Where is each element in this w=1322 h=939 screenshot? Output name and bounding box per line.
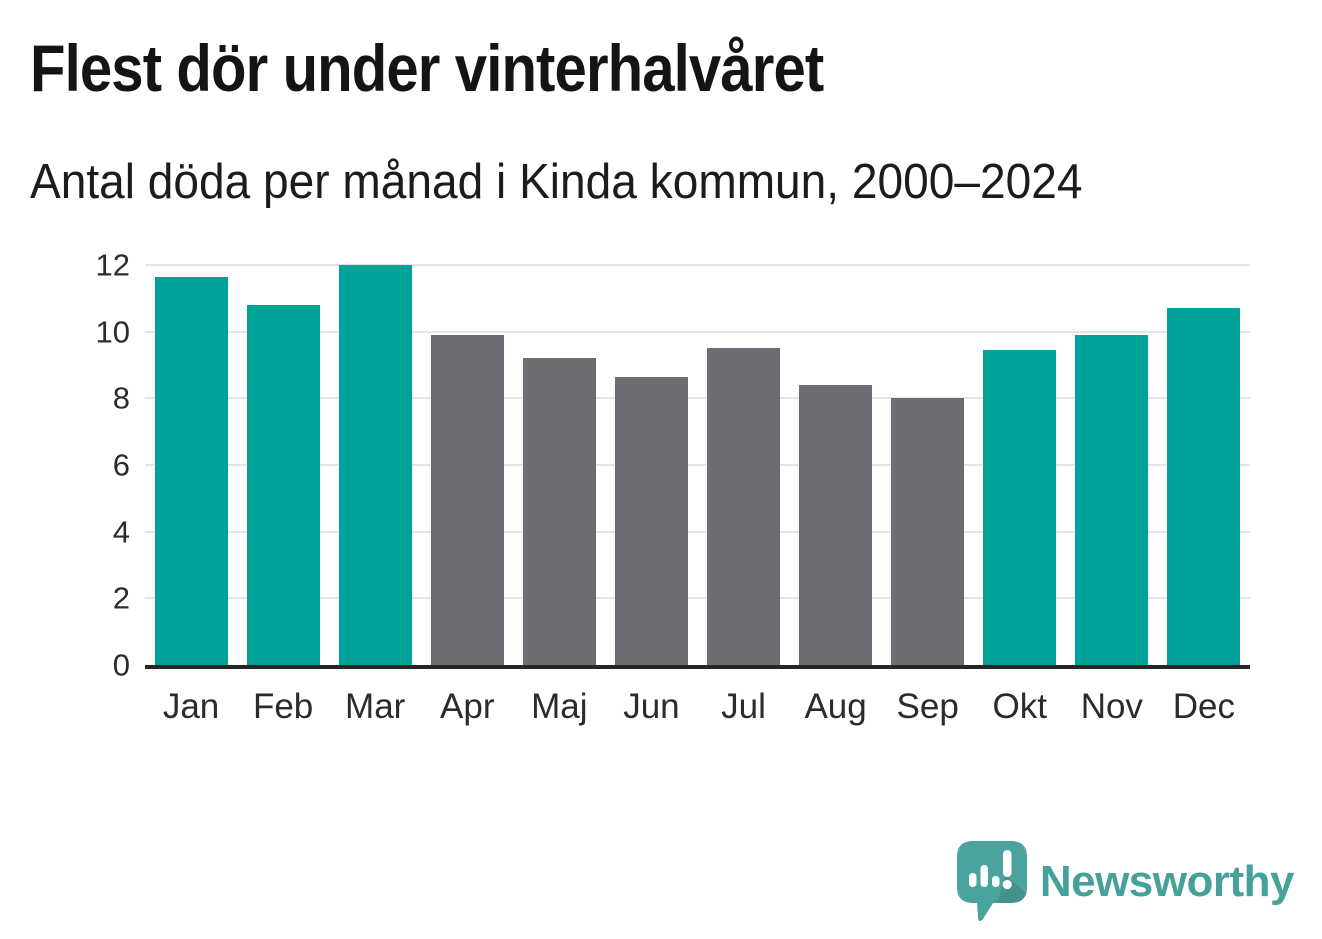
chart-title: Flest dör under vinterhalvåret [30, 31, 824, 105]
bar-column-maj [513, 265, 605, 665]
newsworthy-logo-icon [956, 841, 1027, 922]
bar-column-jan [145, 265, 237, 665]
y-axis: 0 2 4 6 8 10 12 [40, 250, 130, 681]
y-axis-tick-label-10: 10 [95, 314, 130, 350]
bar-mar [338, 265, 412, 665]
bar-jan [154, 276, 228, 665]
bar-jun [614, 376, 688, 665]
bar-nov [1075, 335, 1149, 665]
x-axis-label-jun: Jun [623, 687, 680, 726]
y-axis-tick-label-8: 8 [112, 380, 130, 416]
gridline-8 [145, 397, 1250, 400]
bar-sep [891, 398, 965, 665]
newsworthy-wordmark: Newsworthy [1039, 857, 1295, 906]
x-axis-label-okt: Okt [992, 687, 1047, 726]
bar-column-okt [974, 265, 1066, 665]
newsworthy-branding: Newsworthy [956, 841, 1295, 923]
y-axis-tick-label-2: 2 [112, 580, 130, 616]
x-axis-label-feb: Feb [252, 687, 314, 726]
chart-subtitle: Antal döda per månad i Kinda kommun, 200… [30, 155, 1083, 209]
x-axis-label-sep: Sep [896, 687, 959, 726]
bar-column-feb [237, 265, 329, 665]
gridline-2 [145, 597, 1250, 600]
bar-column-sep [882, 265, 974, 665]
bar-column-mar [329, 265, 421, 665]
y-axis-tick-label-0: 0 [112, 647, 130, 683]
bar-column-jun [605, 265, 697, 665]
gridline-4 [145, 530, 1250, 533]
x-axis-label-dec: Dec [1172, 687, 1236, 726]
bar-feb [246, 305, 320, 665]
x-axis-label-jul: Jul [721, 687, 766, 726]
y-axis-tick-label-4: 4 [112, 514, 130, 550]
bar-apr [430, 335, 504, 665]
bar-maj [522, 358, 596, 665]
gridline-6 [145, 464, 1250, 466]
x-axis-label-maj: Maj [531, 687, 588, 726]
x-axis-label-jan: Jan [162, 687, 220, 726]
bar-column-dec [1158, 265, 1250, 665]
chart-plot-area [145, 264, 1250, 669]
x-axis-label-mar: Mar [345, 687, 406, 726]
x-axis-label-nov: Nov [1080, 687, 1143, 726]
bar-dec [1167, 308, 1241, 665]
x-axis-label-aug: Aug [804, 687, 867, 726]
gridline-12 [145, 264, 1250, 266]
bar-column-nov [1066, 265, 1158, 665]
bar-column-jul [697, 265, 789, 665]
x-axis-label-apr: Apr [440, 687, 495, 726]
bar-okt [983, 350, 1057, 665]
bar-column-apr [421, 265, 513, 665]
bars-row [145, 265, 1250, 665]
bar-jul [707, 348, 780, 665]
y-axis-tick-label-6: 6 [112, 447, 130, 483]
bar-column-aug [790, 265, 882, 665]
gridline-10 [145, 330, 1250, 333]
bar-aug [799, 385, 873, 665]
y-axis-tick-label-12: 12 [95, 247, 130, 283]
x-axis: Jan Feb Mar Apr Maj Jun Jul Aug Sep Okt Nov Dec [145, 687, 1250, 727]
